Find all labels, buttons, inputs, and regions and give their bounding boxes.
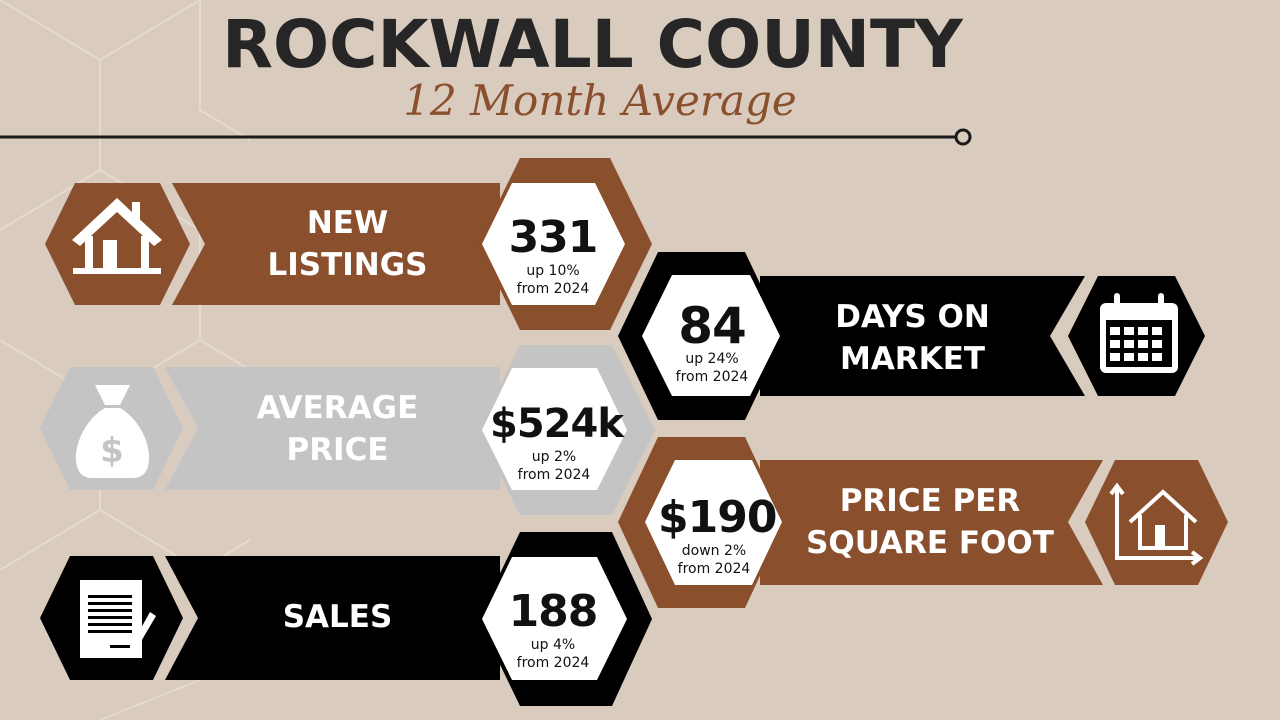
change: up 2% (531, 449, 577, 465)
page-title: ROCKWALL COUNTY (222, 6, 963, 83)
metric-new-listings-shapes (45, 158, 652, 330)
house-chart-icon (1109, 482, 1204, 566)
label-line: MARKET (839, 341, 986, 377)
value: 331 (508, 212, 599, 263)
label-line: PRICE (286, 432, 389, 468)
page-subtitle: 12 Month Average (403, 76, 797, 125)
label-line: NEW (306, 205, 389, 241)
label-line: SALES (282, 599, 393, 635)
metric-sales-shapes (40, 532, 652, 706)
metric-value-days-on-market: 84 up 24% from 2024 (656, 297, 768, 386)
metric-value-price-per-sqft: $190 down 2% from 2024 (658, 492, 777, 578)
change: up 4% (530, 637, 576, 653)
label-line: DAYS ON (835, 299, 990, 335)
label-line: PRICE PER (839, 483, 1021, 519)
house-icon (72, 198, 162, 274)
period: from 2024 (517, 467, 591, 483)
metric-label-days-on-market: DAYS ON MARKET (775, 296, 1050, 380)
change: up 24% (685, 351, 739, 367)
value: 188 (508, 586, 599, 637)
metric-label-price-per-sqft: PRICE PER SQUARE FOOT (790, 480, 1070, 564)
period: from 2024 (516, 655, 590, 671)
metric-label-new-listings: NEW LISTINGS (210, 202, 485, 286)
svg-text:$: $ (100, 431, 124, 471)
period: from 2024 (516, 281, 590, 297)
money-bag-icon: $ (75, 385, 150, 478)
label-line: LISTINGS (267, 247, 428, 283)
label-line: SQUARE FOOT (806, 525, 1054, 561)
period: from 2024 (675, 369, 749, 385)
metric-label-average-price: AVERAGE PRICE (200, 387, 475, 471)
divider-dot (954, 128, 972, 146)
period: from 2024 (677, 561, 751, 577)
value: 84 (678, 297, 747, 355)
label-line: AVERAGE (256, 390, 419, 426)
value: $190 (658, 492, 777, 543)
change: up 10% (526, 263, 580, 279)
value: $524k (490, 401, 624, 447)
metric-value-new-listings: 331 up 10% from 2024 (497, 214, 609, 298)
metric-value-sales: 188 up 4% from 2024 (497, 588, 609, 672)
calendar-icon (1100, 293, 1178, 373)
metric-label-sales: SALES (200, 596, 475, 638)
change: down 2% (681, 543, 747, 559)
metric-value-average-price: $524k up 2% from 2024 (490, 400, 624, 484)
document-sign-icon (80, 580, 156, 658)
